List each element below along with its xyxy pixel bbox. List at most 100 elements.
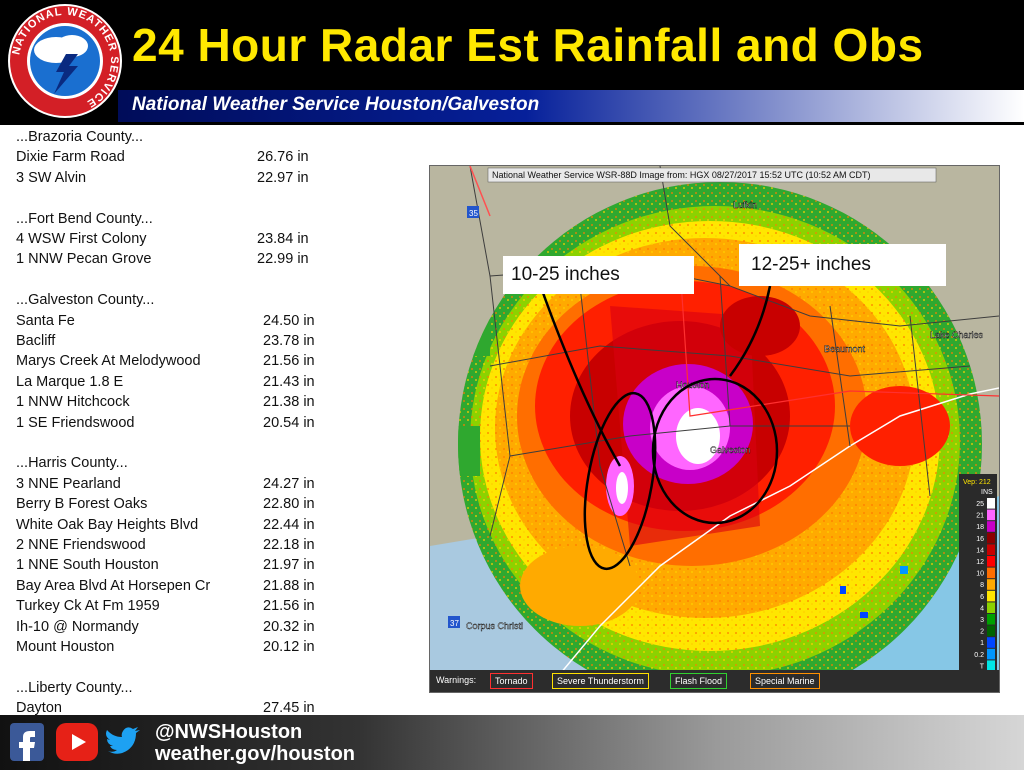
highway bbox=[469, 166, 491, 217]
facebook-icon[interactable] bbox=[10, 723, 44, 761]
youtube-icon[interactable] bbox=[56, 723, 98, 761]
station-name: Marys Creek At Melodywood bbox=[16, 353, 201, 370]
rainfall-value: 21.38 in bbox=[263, 394, 315, 411]
legend-swatch bbox=[987, 498, 995, 509]
legend-header: Vep: 212 bbox=[963, 479, 991, 486]
radar-caption: National Weather Service WSR-88D Image f… bbox=[492, 170, 871, 180]
rainfall-value: 20.32 in bbox=[263, 618, 315, 635]
label-12-25-inches: 12-25+ inches bbox=[739, 244, 946, 286]
footer-bar: @NWSHouston weather.gov/houston bbox=[0, 715, 1024, 770]
warning-tornado: Tornado bbox=[490, 673, 533, 689]
rainfall-value: 24.27 in bbox=[263, 475, 315, 492]
page-subtitle: National Weather Service Houston/Galvest… bbox=[132, 94, 540, 115]
caption-bar bbox=[487, 167, 937, 183]
legend-tick-label: 10 bbox=[976, 571, 984, 578]
twitter-icon[interactable] bbox=[104, 723, 144, 761]
county-heading: ...Galveston County... bbox=[16, 292, 155, 309]
county-heading: ...Liberty County... bbox=[16, 679, 133, 696]
legend-swatch bbox=[987, 567, 995, 579]
header-banner: NATIONAL WEATHER SERVICE 24 Hour Radar E… bbox=[0, 0, 1024, 125]
legend-swatch bbox=[987, 579, 995, 590]
legend-swatch bbox=[987, 521, 995, 532]
legend-swatch bbox=[987, 556, 995, 567]
station-name: 4 WSW First Colony bbox=[16, 231, 147, 247]
station-name: 3 SW Alvin bbox=[16, 169, 87, 186]
legend-swatch bbox=[987, 544, 995, 555]
station-name: Turkey Ck At Fm 1959 bbox=[16, 598, 160, 615]
legend-tick-label: 16 bbox=[976, 536, 984, 543]
subtitle-bar: National Weather Service Houston/Galvest… bbox=[118, 90, 1024, 122]
warnings-bar: Warnings: Tornado Severe Thunderstorm Fl… bbox=[430, 670, 999, 692]
page-title: 24 Hour Radar Est Rainfall and Obs bbox=[132, 19, 924, 71]
rainfall-value: 22.44 in bbox=[263, 516, 315, 533]
place-beaumont: Beaumont bbox=[824, 344, 866, 354]
station-name: Dixie Farm Road bbox=[16, 149, 125, 166]
legend-tick-label: 25 bbox=[976, 501, 984, 508]
legend-unit: INS bbox=[981, 489, 993, 496]
rainfall-value: 21.43 in bbox=[263, 373, 315, 390]
warnings-label: Warnings: bbox=[436, 675, 477, 685]
rainfall-value: 22.97 in bbox=[257, 169, 309, 186]
twitter-handle[interactable]: @NWSHouston bbox=[155, 721, 303, 743]
gulf-water-left bbox=[430, 536, 600, 692]
rainfall-value: 20.12 in bbox=[263, 639, 315, 655]
county-heading: ...Harris County... bbox=[16, 455, 128, 472]
svg-text:35: 35 bbox=[469, 209, 478, 218]
place-galveston: Galveston bbox=[710, 445, 751, 455]
observation-list: ...Brazoria County... Dixie Farm Road 26.7… bbox=[0, 125, 400, 717]
legend-swatch bbox=[987, 590, 995, 602]
legend-tick-label: 3 bbox=[980, 617, 984, 624]
county-heading: ...Fort Bend County... bbox=[16, 210, 153, 227]
legend-tick-label: 6 bbox=[980, 594, 984, 601]
warning-special-marine: Special Marine bbox=[750, 673, 820, 689]
station-name: Bacliff bbox=[16, 333, 56, 349]
rainfall-value: 20.54 in bbox=[263, 414, 315, 431]
legend-swatch bbox=[987, 660, 995, 671]
rainfall-value: 26.76 in bbox=[257, 149, 309, 166]
radar-image: 35 37 Lufkin Houston Galveston Beaumont … bbox=[429, 165, 1000, 693]
rainfall-value: 21.56 in bbox=[263, 598, 315, 615]
legend-swatch bbox=[987, 648, 995, 660]
place-lake-charles: Lake Charles bbox=[930, 330, 984, 340]
legend-tick-label: 21 bbox=[976, 513, 984, 520]
legend-tick-label: 18 bbox=[976, 524, 984, 531]
station-name: Bay Area Blvd At Horsepen Cr bbox=[16, 577, 211, 594]
rainfall-value: 22.80 in bbox=[263, 496, 315, 513]
station-name: 1 NNW Pecan Grove bbox=[16, 251, 152, 268]
station-name: 3 NNE Pearland bbox=[16, 475, 121, 492]
station-name: Santa Fe bbox=[16, 312, 75, 329]
rainfall-value: 22.18 in bbox=[263, 537, 315, 553]
station-name: 1 SE Friendswood bbox=[16, 414, 135, 431]
website-link[interactable]: weather.gov/houston bbox=[155, 743, 356, 765]
legend-tick-label: 4 bbox=[980, 605, 984, 612]
warning-flash-flood: Flash Flood bbox=[670, 673, 728, 689]
place-corpus-christi: Corpus Christi bbox=[466, 621, 523, 631]
label-10-25-inches: 10-25 inches bbox=[503, 256, 694, 294]
warning-severe-thunderstorm: Severe Thunderstorm bbox=[552, 673, 649, 689]
legend-tick-label: 8 bbox=[980, 582, 984, 589]
pointer-line-right bbox=[728, 285, 772, 377]
county-heading: ...Brazoria County... bbox=[16, 129, 144, 145]
annotation-ellipse-right bbox=[651, 377, 779, 525]
legend-swatch bbox=[987, 509, 995, 521]
legend-swatch bbox=[987, 614, 995, 625]
legend-tick-label: 14 bbox=[976, 547, 984, 554]
rainfall-value: 21.88 in bbox=[263, 577, 315, 594]
station-name: White Oak Bay Heights Blvd bbox=[16, 516, 199, 533]
station-name: 1 NNW Hitchcock bbox=[16, 394, 130, 411]
station-name: Ih-10 @ Normandy bbox=[16, 618, 139, 635]
interstate-shield-icon bbox=[448, 616, 460, 628]
legend-tick-label: 1 bbox=[980, 640, 984, 647]
place-labels: Lufkin Houston Galveston Beaumont Lake C… bbox=[466, 200, 984, 631]
station-name: Dayton bbox=[16, 700, 62, 717]
rainfall-value: 24.50 in bbox=[263, 312, 315, 329]
station-name: Berry B Forest Oaks bbox=[16, 496, 148, 513]
legend-swatch bbox=[987, 625, 995, 637]
legend-swatch bbox=[987, 637, 995, 648]
coastline bbox=[549, 387, 999, 687]
rainfall-value: 23.84 in bbox=[257, 231, 309, 247]
station-name: 2 NNE Friendswood bbox=[16, 537, 146, 553]
legend-swatch bbox=[987, 532, 995, 544]
nws-logo-icon: NATIONAL WEATHER SERVICE bbox=[8, 4, 122, 118]
